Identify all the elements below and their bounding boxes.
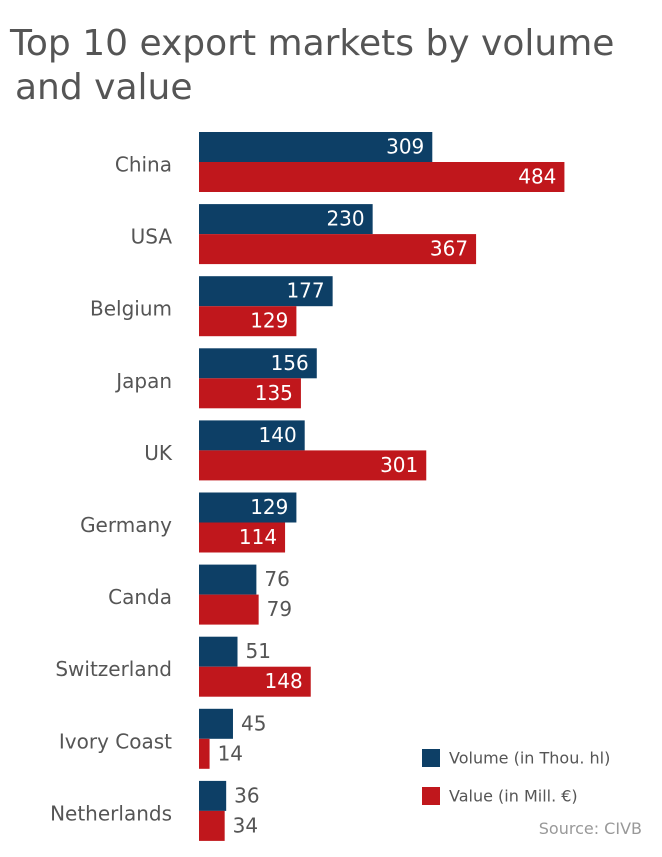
legend-label-volume: Volume (in Thou. hl) [449,749,610,768]
value-bar [199,378,301,409]
value-data-label: 148 [265,669,303,693]
category-label: China [115,153,172,177]
category-label: Netherlands [50,801,172,825]
volume-data-label: 230 [326,207,364,231]
value-bar [199,810,225,841]
category-label: UK [144,441,173,465]
source-note: Source: CIVB [538,819,642,838]
value-data-label: 484 [518,165,556,189]
volume-data-label: 51 [246,639,271,663]
value-bar [199,234,477,265]
value-bar [199,162,565,192]
value-data-label: 114 [239,525,277,549]
category-label: Ivory Coast [59,729,172,753]
legend-label-value: Value (in Mill. €) [449,787,578,806]
value-bar [199,306,297,337]
category-label: Belgium [90,297,172,321]
category-label: Switzerland [55,657,172,681]
volume-data-label: 140 [259,423,297,447]
volume-data-label: 36 [234,783,259,807]
chart-title-line-2: and value [15,67,193,108]
volume-data-label: 177 [286,279,324,303]
legend-swatch-value [422,787,440,805]
value-bar [199,738,210,769]
volume-data-label: 129 [250,495,288,519]
value-data-label: 129 [250,309,288,333]
volume-data-label: 45 [241,711,266,735]
volume-data-label: 309 [386,135,424,159]
volume-bar [199,636,238,667]
chart-title-line-1: Top 10 export markets by volume [10,23,615,64]
value-data-label: 367 [430,237,468,261]
category-label: Japan [114,369,172,393]
volume-data-label: 156 [271,351,309,375]
value-data-label: 301 [380,453,418,477]
volume-bar [199,780,227,811]
volume-bar [199,132,433,162]
volume-bar [199,276,333,307]
value-data-label: 135 [255,381,293,405]
category-label: USA [131,225,173,249]
category-label: Canda [108,585,172,609]
volume-bar [199,492,297,523]
value-bar [199,522,286,553]
legend-swatch-volume [422,749,440,767]
value-data-label: 79 [267,597,292,621]
value-data-label: 34 [233,813,258,837]
value-data-label: 14 [218,741,243,765]
volume-bar [199,348,317,379]
volume-bar [199,420,305,451]
value-bar [199,594,259,625]
value-bar [199,450,427,481]
value-bar [199,666,311,697]
volume-bar [199,204,373,235]
volume-bar [199,708,233,739]
chart-title: Top 10 export markets by volume and valu… [10,22,650,110]
category-label: Germany [80,513,172,537]
volume-data-label: 76 [264,567,289,591]
volume-bar [199,564,257,595]
